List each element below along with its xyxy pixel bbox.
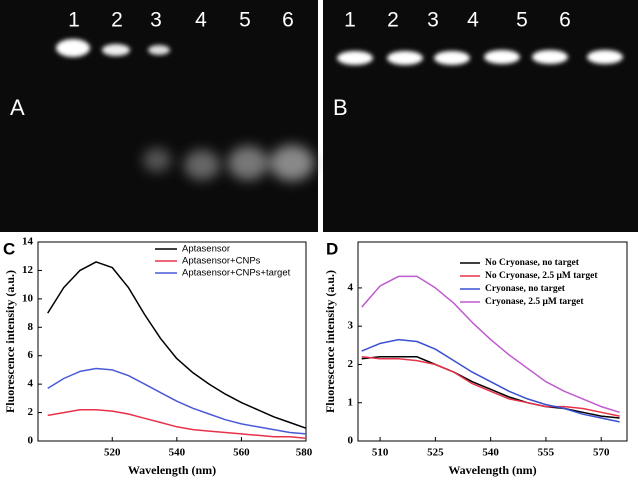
y-tick-label: 4 (28, 378, 34, 390)
legend-label: Aptasensor+CNPs+target (182, 268, 291, 279)
y-tick-label: 1 (348, 396, 354, 408)
series-line (361, 338, 620, 423)
x-tick-label: 525 (427, 447, 444, 459)
y-tick-label: 3 (348, 320, 354, 332)
x-tick-label: 555 (538, 447, 555, 459)
gel-label: A (10, 95, 25, 120)
y-tick-label: 0 (348, 435, 354, 447)
gel-background (0, 0, 318, 232)
legend-label: Aptasensor (182, 244, 230, 255)
y-axis-title: Fluorescence intensity (a.u.) (3, 270, 17, 413)
y-tick-label: 4 (348, 281, 354, 293)
lane-number: 1 (68, 9, 80, 32)
y-tick-label: 8 (28, 321, 34, 333)
x-axis-title: Wavelength (nm) (128, 463, 216, 477)
series-line (47, 261, 307, 429)
gel-a: A (0, 0, 318, 232)
series-line (361, 356, 620, 417)
series-line (47, 367, 307, 435)
legend-label: Cryonase, 2.5 μM target (485, 297, 584, 307)
y-tick-label: 10 (22, 292, 34, 304)
gel-smears (143, 145, 314, 181)
series-line (47, 408, 307, 439)
x-tick-label: 540 (482, 447, 499, 459)
y-tick-label: 2 (28, 406, 34, 418)
plot-frame (37, 241, 307, 442)
series-line (361, 275, 620, 414)
y-tick-label: 14 (22, 236, 34, 248)
lane-number: 6 (559, 9, 571, 32)
lane-number: 4 (467, 9, 479, 32)
lane-number: 4 (195, 9, 207, 32)
lane-number: 2 (111, 9, 123, 32)
lane-number: 3 (150, 9, 162, 32)
x-tick-label: 570 (593, 447, 610, 459)
legend-label: Aptasensor+CNPs (182, 256, 261, 267)
panel-label: D (326, 239, 338, 258)
panel-label: C (3, 239, 15, 258)
lane-number: 2 (387, 9, 399, 32)
lane-number: 1 (344, 9, 356, 32)
gel-bands (337, 50, 623, 65)
x-tick-label: 580 (296, 447, 313, 459)
legend-label: No Cryonase, no target (485, 258, 580, 268)
lane-number: 5 (516, 9, 528, 32)
gel-bands (56, 39, 170, 57)
y-axis-title: Fluorescence intensity (a.u.) (323, 270, 337, 413)
plot-frame (357, 241, 628, 442)
gel-label: B (333, 95, 348, 120)
legend-label: No Cryonase, 2.5 μM target (485, 271, 598, 281)
gel-background (323, 0, 638, 232)
series-line (361, 356, 620, 419)
x-tick-label: 560 (233, 447, 250, 459)
x-axis-title: Wavelength (nm) (448, 463, 536, 477)
lane-number: 6 (282, 9, 294, 32)
y-tick-label: 0 (28, 435, 34, 447)
y-tick-label: 6 (28, 349, 34, 361)
y-tick-label: 2 (348, 358, 354, 370)
x-tick-label: 510 (372, 447, 389, 459)
lane-number: 3 (427, 9, 439, 32)
x-tick-label: 540 (169, 447, 186, 459)
y-tick-label: 12 (22, 264, 34, 276)
x-tick-label: 520 (104, 447, 121, 459)
gel-b: B (323, 0, 638, 232)
legend-label: Cryonase, no target (485, 284, 566, 294)
lane-number: 5 (239, 9, 251, 32)
